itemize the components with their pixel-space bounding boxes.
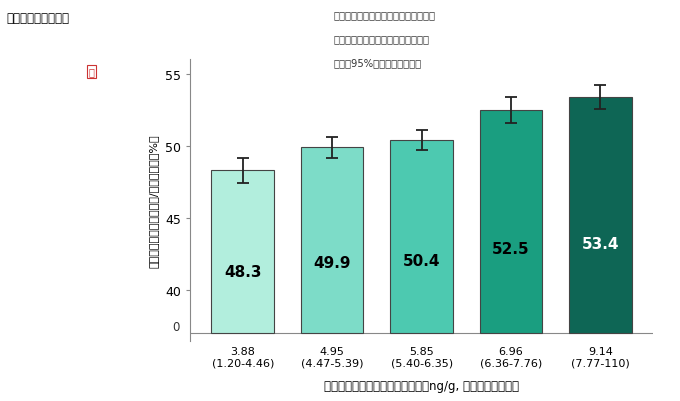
Text: ≈: ≈ — [0, 400, 1, 401]
Bar — [211, 171, 274, 334]
Text: 49.9: 49.9 — [313, 255, 351, 271]
Text: 52.5: 52.5 — [492, 241, 530, 256]
Y-axis label: 調整後の出生性比（男児/全対象児）（%）: 調整後の出生性比（男児/全対象児）（%） — [148, 134, 158, 267]
Text: バーは95%信頼区間を示す。: バーは95%信頼区間を示す。 — [333, 58, 422, 68]
Text: 邉: 邉 — [89, 67, 95, 77]
Text: 調整変数：家庭の年収、妍娠中の喫煙: 調整変数：家庭の年収、妍娠中の喫煙 — [333, 10, 435, 20]
Bar — [569, 97, 632, 334]
Text: 0: 0 — [173, 320, 180, 333]
Bar — [479, 111, 543, 334]
X-axis label: 妍娠中期・妍娠末期の血液中邉（ng/g, 中央値（範囲））: 妍娠中期・妍娠末期の血液中邉（ng/g, 中央値（範囲）） — [324, 379, 519, 392]
Text: 48.3: 48.3 — [224, 264, 262, 279]
Text: 妍娠中期・妍娠末期: 妍娠中期・妍娠末期 — [7, 12, 70, 25]
Text: 53.4: 53.4 — [581, 237, 619, 251]
Bar — [390, 141, 453, 334]
Bar — [301, 148, 364, 334]
Text: 50.4: 50.4 — [403, 253, 441, 268]
Text: 図中の数値は調整後の男児の割合、: 図中の数値は調整後の男児の割合、 — [333, 34, 429, 44]
